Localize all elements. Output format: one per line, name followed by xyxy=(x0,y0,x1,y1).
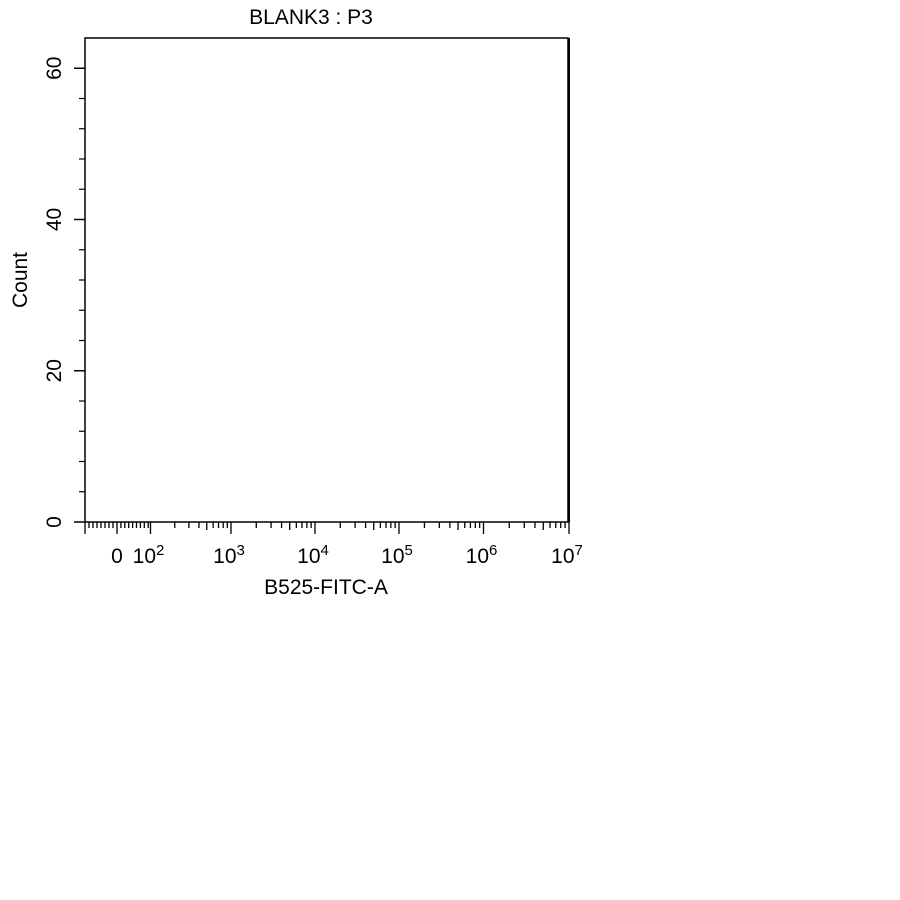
x-tick-label: 105 xyxy=(381,542,413,568)
x-axis-label: B525-FITC-A xyxy=(264,576,388,599)
x-axis: 0 102 103 104 105 106 107 xyxy=(84,522,583,568)
y-axis: 0 20 40 60 xyxy=(43,57,85,528)
y-tick-label: 20 xyxy=(43,359,66,382)
y-axis-label: Count xyxy=(9,252,32,308)
x-tick-label: 102 xyxy=(133,542,165,568)
x-tick-label: 106 xyxy=(466,542,498,568)
y-tick-label: 40 xyxy=(43,208,66,231)
x-tick-label: 0 xyxy=(111,545,123,568)
y-tick-label: 60 xyxy=(43,57,66,80)
plot-area-frame xyxy=(84,37,569,523)
x-tick-label: 107 xyxy=(551,542,583,568)
x-tick-label: 103 xyxy=(213,542,245,568)
chart-title: BLANK3 : P3 xyxy=(249,6,373,29)
y-tick-label: 0 xyxy=(43,516,66,528)
x-tick-label: 104 xyxy=(297,542,329,568)
